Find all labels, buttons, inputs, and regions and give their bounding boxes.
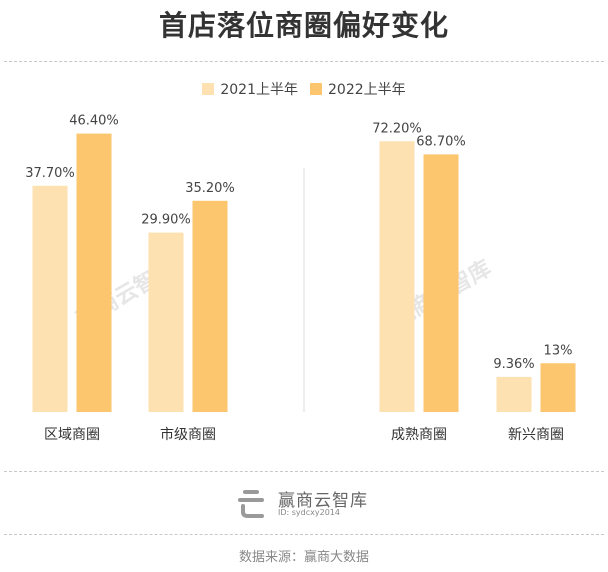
bar-2022-1 bbox=[192, 200, 228, 412]
bar-2022-2 bbox=[423, 154, 459, 412]
legend-swatch-2022 bbox=[310, 83, 322, 95]
data-label-2021-2: 72.20% bbox=[372, 121, 422, 136]
bar-2021-2 bbox=[379, 141, 415, 412]
data-label-2022-2: 68.70% bbox=[416, 134, 466, 149]
brand-logo-id: ID: sydcxy2014 bbox=[278, 508, 340, 517]
bar-chart: 赢商云智库赢商云智库37.70%46.40%区域商圈29.90%35.20%市级… bbox=[25, 114, 576, 443]
legend-item-2022: 2022上半年 bbox=[310, 79, 406, 99]
legend-label-2021: 2021上半年 bbox=[220, 82, 298, 98]
bar-2022-3 bbox=[540, 363, 576, 412]
bar-2021-0 bbox=[32, 185, 68, 412]
footer-divider-bottom bbox=[4, 534, 604, 535]
category-label-2: 成熟商圈 bbox=[391, 427, 447, 443]
footer-divider-top bbox=[4, 471, 604, 472]
data-label-2022-1: 35.20% bbox=[185, 181, 235, 196]
data-label-2022-0: 46.40% bbox=[69, 114, 119, 129]
category-label-0: 区域商圈 bbox=[44, 427, 100, 443]
legend-item-2021: 2021上半年 bbox=[202, 79, 298, 99]
brand-logo-name: 赢商云智库 bbox=[278, 491, 368, 511]
chart-title: 首店落位商圈偏好变化 bbox=[158, 9, 449, 42]
bar-2022-0 bbox=[76, 133, 112, 412]
legend-swatch-2021 bbox=[202, 83, 215, 95]
category-label-1: 市级商圈 bbox=[160, 426, 216, 443]
bar-2021-1 bbox=[148, 232, 184, 412]
category-label-3: 新兴商圈 bbox=[508, 427, 564, 443]
data-label-2021-1: 29.90% bbox=[141, 213, 191, 228]
data-label-2022-3: 13% bbox=[544, 343, 573, 358]
title-divider bbox=[4, 61, 604, 62]
data-label-2021-3: 9.36% bbox=[493, 357, 534, 372]
brand-logo-icon bbox=[238, 490, 264, 518]
chart-legend: 2021上半年 2022上半年 bbox=[0, 78, 608, 100]
brand-logo: 赢商云智库 ID: sydcxy2014 bbox=[230, 484, 390, 524]
data-source: 数据来源：赢商大数据 bbox=[238, 550, 369, 565]
data-label-2021-0: 37.70% bbox=[25, 166, 75, 181]
legend-label-2022: 2022上半年 bbox=[328, 82, 406, 98]
bar-2021-3 bbox=[496, 376, 532, 412]
